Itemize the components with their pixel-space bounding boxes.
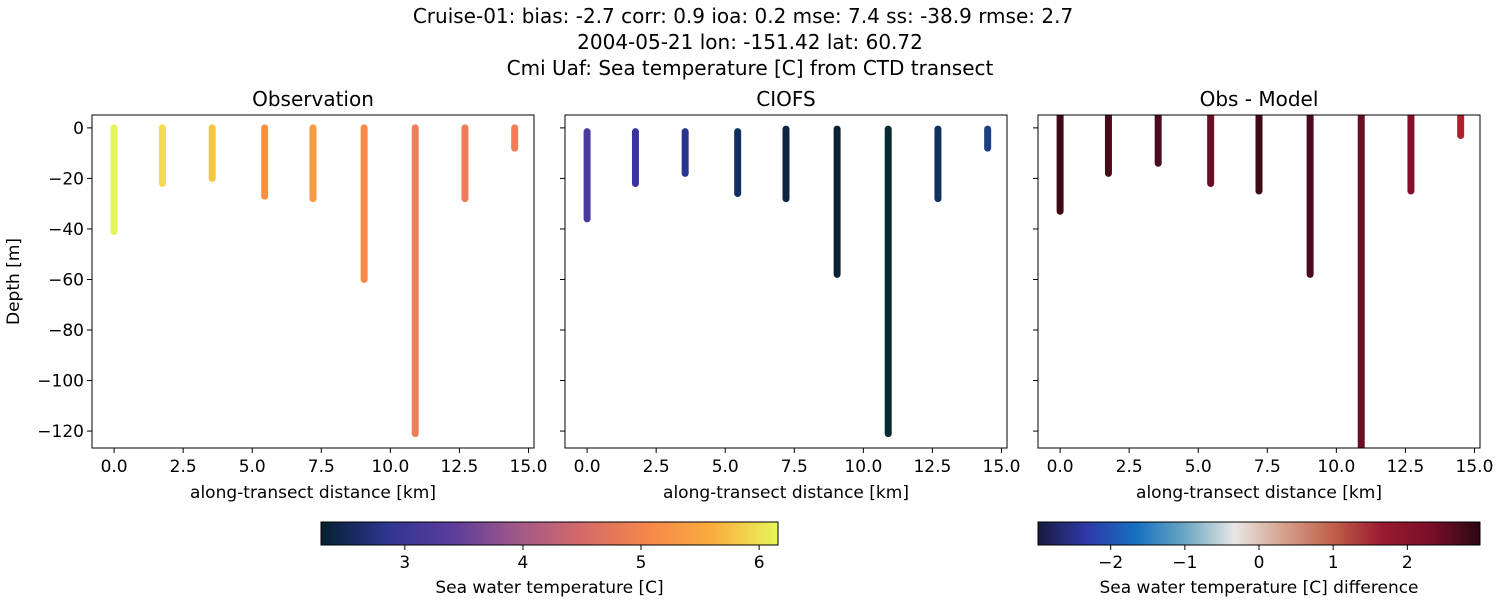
panel-title: CIOFS bbox=[756, 87, 815, 111]
y-tick-label: −20 bbox=[48, 169, 84, 189]
x-tick-label: 7.5 bbox=[781, 457, 808, 477]
colorbar-2: −2 −1 0 1 2 Sea water temperature [C] differe… bbox=[1037, 521, 1481, 598]
colorbar-tick-label: 3 bbox=[399, 553, 410, 573]
x-tick-label: 7.5 bbox=[308, 457, 335, 477]
colorbar-tick-label: −1 bbox=[1172, 553, 1197, 573]
x-tick-label: 2.5 bbox=[1116, 457, 1143, 477]
panel-3: Obs - Model 0.0 2.5 5.0 7.5 10.0 12.5 15.0 along… bbox=[1033, 87, 1493, 503]
x-tick-label: 0.0 bbox=[574, 457, 601, 477]
x-tick-label: 5.0 bbox=[1185, 457, 1212, 477]
x-tick-label: 15.0 bbox=[983, 457, 1021, 477]
y-tick-label: −60 bbox=[48, 270, 84, 290]
colorbar-tick-label: 6 bbox=[754, 553, 765, 573]
axes-frame bbox=[91, 114, 535, 449]
y-axis-label: Depth [m] bbox=[4, 238, 24, 325]
axes-frame bbox=[1037, 114, 1481, 449]
x-tick-label: 12.5 bbox=[913, 457, 951, 477]
x-tick-label: 2.5 bbox=[643, 457, 670, 477]
x-tick-label: 0.0 bbox=[1047, 457, 1074, 477]
colorbar-gradient bbox=[320, 521, 779, 546]
y-tick-label: −40 bbox=[48, 220, 84, 240]
y-tick-label: −80 bbox=[48, 321, 84, 341]
y-tick-label: 0 bbox=[73, 119, 84, 139]
colorbar-tick-label: −2 bbox=[1098, 553, 1123, 573]
x-axis-label: along-transect distance [km] bbox=[663, 483, 909, 503]
x-tick-label: 10.0 bbox=[1317, 457, 1355, 477]
colorbar-tick-label: 2 bbox=[1402, 553, 1413, 573]
x-tick-label: 5.0 bbox=[239, 457, 266, 477]
x-axis-label: along-transect distance [km] bbox=[190, 483, 436, 503]
colorbar-tick-label: 4 bbox=[518, 553, 529, 573]
x-tick-label: 10.0 bbox=[844, 457, 882, 477]
x-tick-label: 15.0 bbox=[1456, 457, 1494, 477]
x-axis-label: along-transect distance [km] bbox=[1136, 483, 1382, 503]
x-tick-label: 12.5 bbox=[440, 457, 478, 477]
colorbar-label: Sea water temperature [C] bbox=[435, 578, 663, 598]
title-line-3: Cmi Uaf: Sea temperature [C] from CTD tr… bbox=[507, 56, 994, 80]
axes-frame bbox=[564, 114, 1008, 449]
y-tick-label: −120 bbox=[37, 422, 84, 442]
title-line-2: 2004-05-21 lon: -151.42 lat: 60.72 bbox=[577, 30, 923, 54]
x-tick-label: 15.0 bbox=[510, 457, 548, 477]
x-tick-label: 0.0 bbox=[101, 457, 128, 477]
colorbar-gradient bbox=[1037, 521, 1481, 546]
panel-title: Observation bbox=[252, 87, 374, 111]
y-tick-label: −100 bbox=[37, 372, 84, 392]
title-line-1: Cruise-01: bias: -2.7 corr: 0.9 ioa: 0.2… bbox=[413, 4, 1073, 28]
colorbar-1: 3 4 5 6 Sea water temperature [C] bbox=[320, 521, 779, 598]
x-tick-label: 12.5 bbox=[1386, 457, 1424, 477]
x-tick-label: 7.5 bbox=[1254, 457, 1281, 477]
colorbar-label: Sea water temperature [C] difference bbox=[1099, 578, 1418, 598]
panel-1: Observation 0.0 2.5 5.0 7.5 10.0 12.5 15.0 0 −20 −… bbox=[4, 87, 547, 503]
x-tick-label: 2.5 bbox=[170, 457, 197, 477]
x-tick-label: 10.0 bbox=[371, 457, 409, 477]
x-tick-label: 5.0 bbox=[712, 457, 739, 477]
panel-title: Obs - Model bbox=[1200, 87, 1319, 111]
panel-2: CIOFS 0.0 2.5 5.0 7.5 10.0 12.5 15.0 along-trans… bbox=[560, 87, 1020, 503]
colorbar-tick-label: 0 bbox=[1254, 553, 1265, 573]
colorbar-tick-label: 5 bbox=[636, 553, 647, 573]
colorbar-tick-label: 1 bbox=[1328, 553, 1339, 573]
